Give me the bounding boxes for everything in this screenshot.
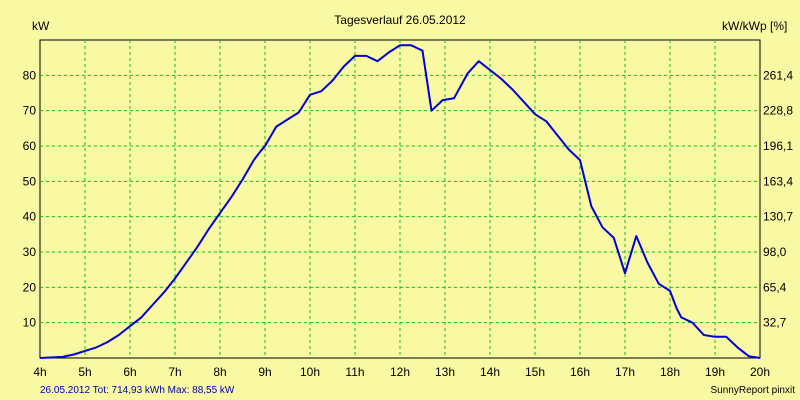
x-tick-label: 8h bbox=[213, 365, 226, 379]
y-right-tick-label: 65,4 bbox=[763, 280, 787, 294]
x-tick-label: 19h bbox=[705, 365, 725, 379]
x-tick-label: 16h bbox=[570, 365, 590, 379]
x-tick-label: 9h bbox=[258, 365, 271, 379]
x-tick-label: 4h bbox=[33, 365, 46, 379]
y-right-tick-label: 196,1 bbox=[763, 139, 793, 153]
x-tick-label: 5h bbox=[78, 365, 91, 379]
y-left-tick-label: 40 bbox=[23, 210, 37, 224]
y-left-tick-label: 50 bbox=[23, 174, 37, 188]
y-left-tick-label: 60 bbox=[23, 139, 37, 153]
series-group bbox=[39, 44, 761, 359]
x-tick-label: 14h bbox=[480, 365, 500, 379]
y-right-tick-label: 130,7 bbox=[763, 210, 793, 224]
x-tick-label: 7h bbox=[168, 365, 181, 379]
x-tick-label: 12h bbox=[390, 365, 410, 379]
x-tick-label: 18h bbox=[660, 365, 680, 379]
y-right-tick-label: 228,8 bbox=[763, 104, 793, 118]
y-right-tick-label: 98,0 bbox=[763, 245, 787, 259]
footer-summary: 26.05.2012 Tot: 714,93 kWh Max: 88,55 kW bbox=[40, 385, 235, 396]
x-tick-label: 17h bbox=[615, 365, 635, 379]
y-right-tick-label: 163,4 bbox=[763, 174, 793, 188]
x-tick-label: 20h bbox=[750, 365, 770, 379]
x-tick-label: 15h bbox=[525, 365, 545, 379]
y-right-tick-label: 32,7 bbox=[763, 316, 787, 330]
y-left-tick-label: 80 bbox=[23, 68, 37, 82]
y-left-tick-label: 70 bbox=[23, 104, 37, 118]
x-tick-label: 13h bbox=[435, 365, 455, 379]
grid-lines bbox=[40, 40, 760, 358]
y-left-tick-label: 10 bbox=[23, 316, 37, 330]
x-axis-ticks: 4h 5h 6h 7h 8h 9h 10h 11h 12h 13h 14h 15h 16h 17h 18h 1… bbox=[33, 365, 770, 379]
y-right-tick-label: 261,4 bbox=[763, 68, 793, 82]
footer-credit: SunnyReport pinxit bbox=[711, 385, 796, 396]
series-line bbox=[39, 44, 761, 359]
chart-title: Tagesverlauf 26.05.2012 bbox=[334, 13, 466, 27]
x-tick-label: 6h bbox=[123, 365, 136, 379]
x-tick-label: 11h bbox=[345, 365, 364, 379]
x-tick-label: 10h bbox=[300, 365, 320, 379]
y-axis-right-label: kW/kWp [%] bbox=[722, 19, 787, 33]
y-left-tick-label: 20 bbox=[23, 280, 37, 294]
y-axis-left-label: kW bbox=[32, 19, 50, 33]
y-left-tick-label: 30 bbox=[23, 245, 37, 259]
y-axis-ticks: 10 32,7 20 65,4 30 98,0 40 130,7 50 163,4 60 196,1 7… bbox=[23, 68, 794, 329]
